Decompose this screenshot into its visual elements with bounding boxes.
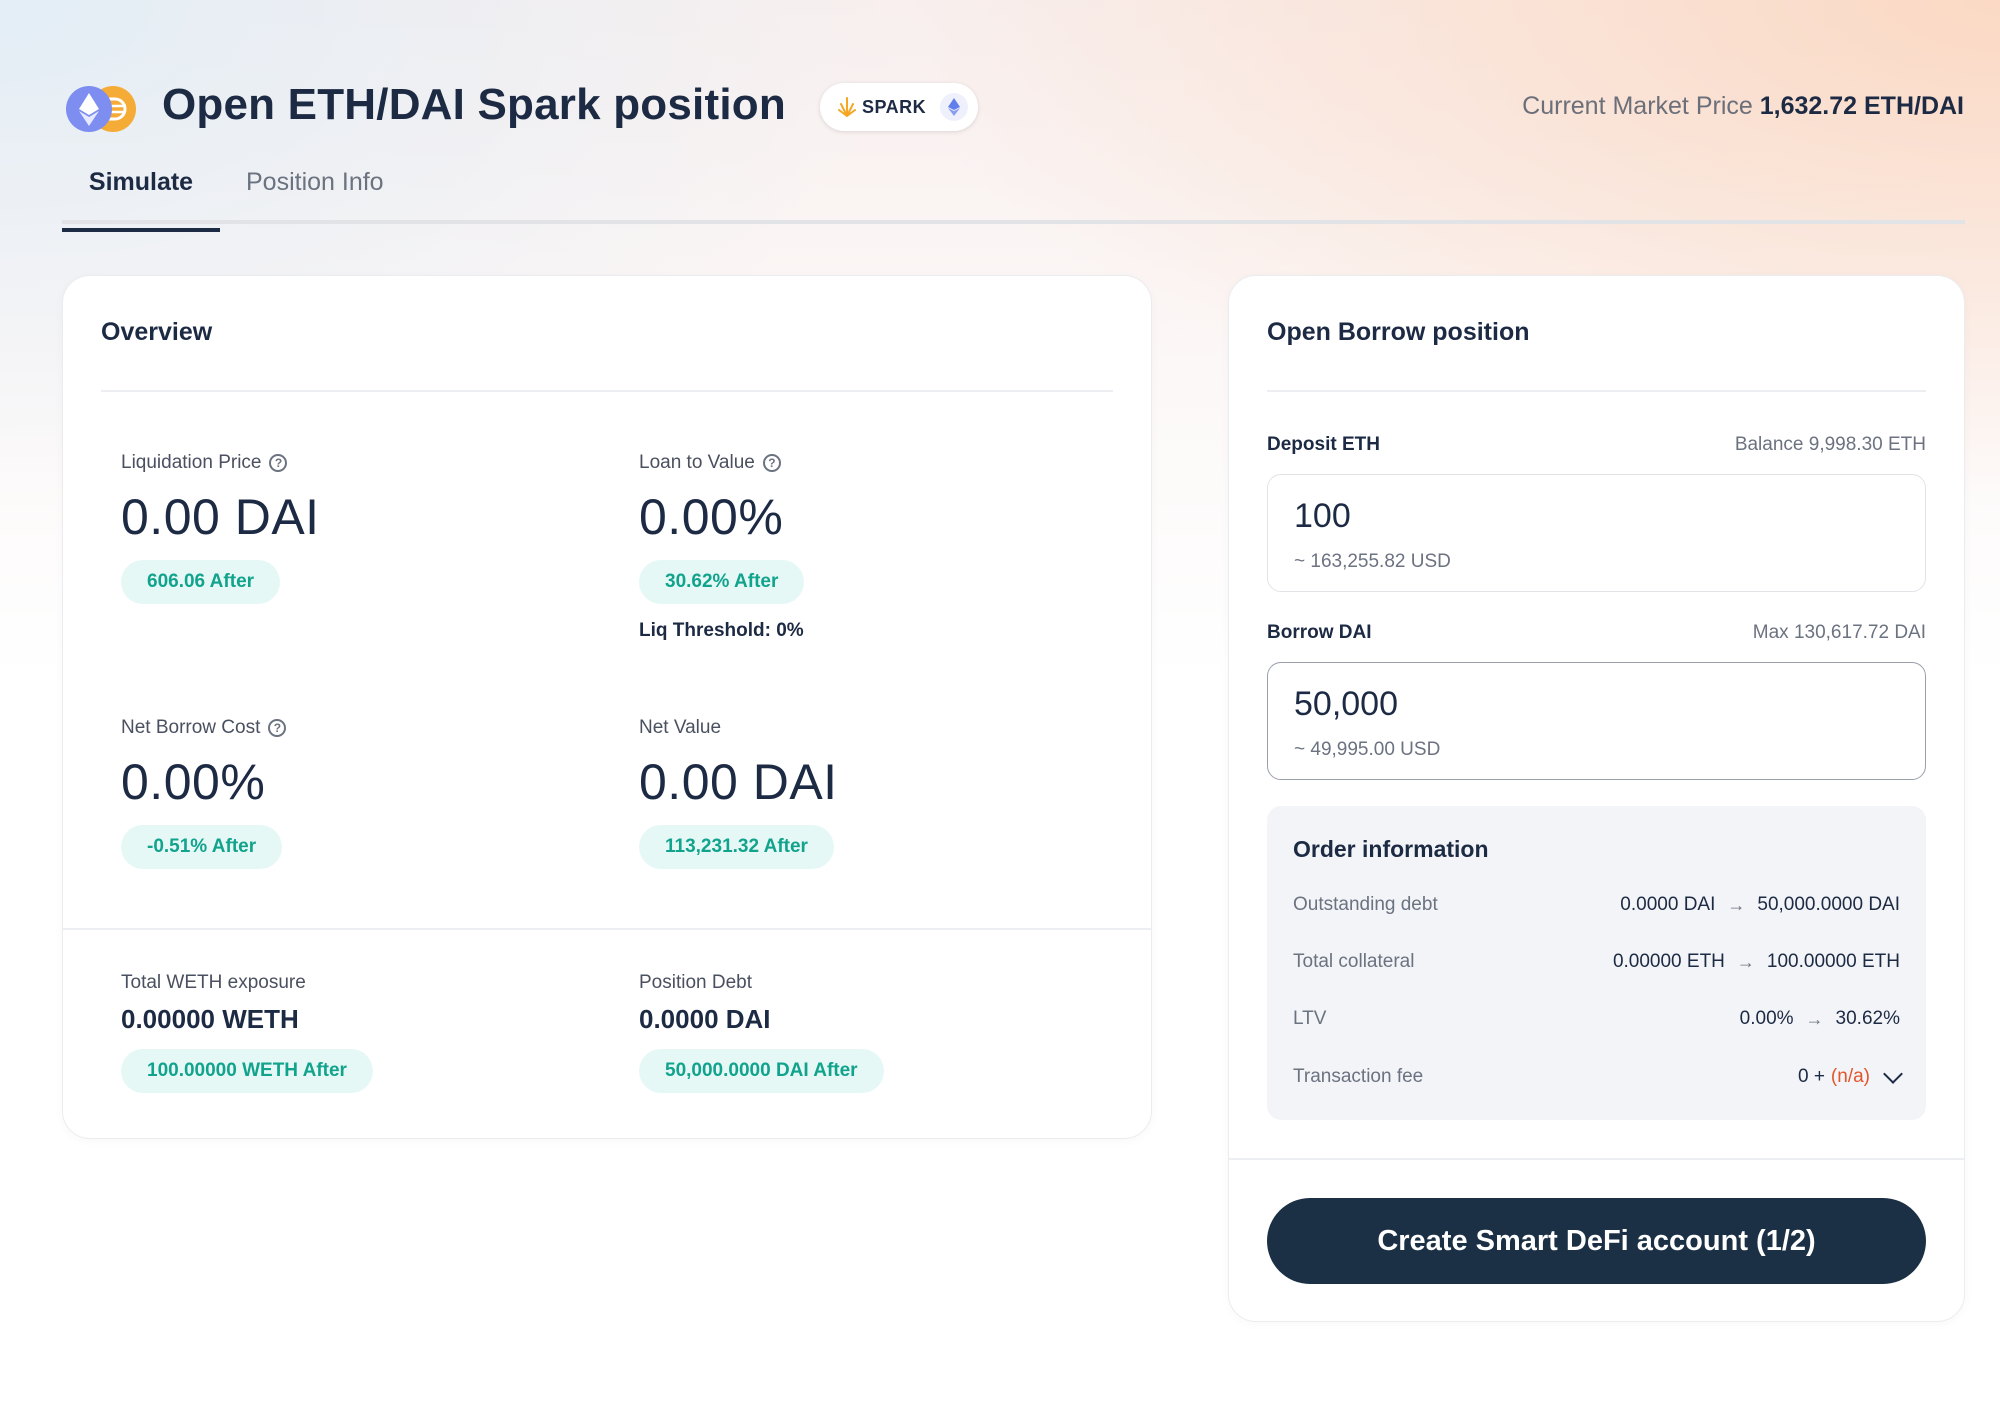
net-value-stat: Net Value 0.00 DAI 113,231.32 After [639, 717, 838, 869]
fee-value: 0 + [1797, 1066, 1825, 1087]
order-row-from: 0.00% [1739, 1008, 1794, 1029]
deposit-amount[interactable]: 100 [1294, 497, 1351, 535]
help-icon[interactable]: ? [762, 454, 781, 472]
market-price-label: Current Market Price [1522, 92, 1753, 120]
open-borrow-card: Open Borrow position Deposit ETH Balance… [1228, 275, 1965, 1322]
order-row-outstanding-debt: Outstanding debt 0.0000 DAI → 50,000.0000 … [1293, 890, 1900, 920]
borrow-usd-value: ~ 49,995.00 USD [1294, 739, 1441, 760]
net-borrow-cost-value: 0.00% [121, 754, 266, 810]
borrow-label: Borrow DAI [1267, 622, 1372, 643]
protocol-name: SPARK [862, 96, 927, 117]
net-borrow-cost-after: -0.51% After [121, 825, 283, 869]
divider [63, 928, 1151, 930]
total-weth-exposure-value: 0.00000 WETH [121, 1004, 299, 1034]
market-price-value: 1,632.72 ETH/DAI [1759, 92, 1964, 120]
liquidation-price-value: 0.00 DAI [121, 489, 320, 545]
arrow-right-icon: → [1727, 894, 1746, 915]
loan-to-value-after: 30.62% After [639, 560, 805, 604]
order-row-from: 0.0000 DAI [1620, 894, 1716, 915]
net-borrow-cost-stat: Net Borrow Cost? 0.00% -0.51% After [121, 717, 287, 869]
position-debt-after: 50,000.0000 DAI After [639, 1049, 884, 1093]
order-row-label: Total collateral [1293, 951, 1415, 972]
net-value-value: 0.00 DAI [639, 754, 838, 810]
network-eth-icon [940, 93, 969, 121]
order-row-label: Transaction fee [1293, 1066, 1424, 1087]
order-row-label: LTV [1293, 1008, 1327, 1029]
page-header: Open ETH/DAI Spark position SPARK Curren… [62, 78, 1964, 150]
deposit-balance[interactable]: Balance 9,998.30 ETH [1734, 434, 1926, 455]
arrow-right-icon: → [1805, 1008, 1824, 1029]
order-row-ltv: LTV 0.00% → 30.62% [1293, 1004, 1900, 1034]
order-row-from: 0.00000 ETH [1612, 951, 1725, 972]
page-title: Open ETH/DAI Spark position [162, 80, 786, 129]
eth-dai-pair-icon [66, 86, 136, 132]
help-icon[interactable]: ? [268, 719, 287, 737]
order-row-transaction-fee[interactable]: Transaction fee 0 + (n/a) [1293, 1062, 1903, 1092]
tab-bar: Simulate Position Info [62, 158, 1965, 232]
chevron-down-icon[interactable] [1883, 1064, 1903, 1084]
loan-to-value-value: 0.00% [639, 489, 784, 545]
liq-threshold: Liq Threshold: 0% [639, 620, 804, 641]
loan-to-value-stat: Loan to Value? 0.00% 30.62% After Liq Th… [639, 452, 805, 642]
market-price: Current Market Price 1,632.72 ETH/DAI [1522, 92, 1964, 121]
order-information-title: Order information [1293, 836, 1489, 862]
net-borrow-cost-label: Net Borrow Cost [121, 717, 261, 738]
create-smart-defi-account-button[interactable]: Create Smart DeFi account (1/2) [1267, 1198, 1926, 1284]
net-value-after: 113,231.32 After [639, 825, 834, 869]
total-weth-exposure-label: Total WETH exposure [121, 972, 306, 993]
borrow-card-title: Open Borrow position [1267, 318, 1530, 346]
spark-icon [838, 97, 856, 117]
liquidation-price-label: Liquidation Price [121, 452, 262, 473]
deposit-usd-value: ~ 163,255.82 USD [1294, 551, 1451, 572]
divider [101, 390, 1113, 392]
divider [1267, 390, 1926, 392]
deposit-field-header: Deposit ETH Balance 9,998.30 ETH [1267, 434, 1926, 456]
protocol-badge: SPARK [820, 83, 978, 131]
overview-card: Overview Liquidation Price? 0.00 DAI 606… [62, 275, 1152, 1139]
liquidation-price-after: 606.06 After [121, 560, 281, 604]
order-row-total-collateral: Total collateral 0.00000 ETH → 100.00000 E… [1293, 947, 1900, 977]
order-row-to: 50,000.0000 DAI [1757, 894, 1900, 915]
borrow-input[interactable]: 50,000 ~ 49,995.00 USD [1267, 662, 1926, 780]
divider [1229, 1158, 1964, 1160]
help-icon[interactable]: ? [269, 454, 288, 472]
order-row-to: 100.00000 ETH [1766, 951, 1900, 972]
total-weth-exposure-stat: Total WETH exposure 0.00000 WETH 100.000… [121, 972, 373, 1093]
borrow-max[interactable]: Max 130,617.72 DAI [1752, 622, 1926, 643]
tab-simulate[interactable]: Simulate [62, 168, 220, 232]
position-debt-value: 0.0000 DAI [639, 1004, 771, 1034]
eth-icon [66, 86, 112, 132]
order-row-to: 30.62% [1835, 1008, 1900, 1029]
deposit-input[interactable]: 100 ~ 163,255.82 USD [1267, 474, 1926, 592]
overview-title: Overview [101, 318, 213, 346]
arrow-right-icon: → [1736, 951, 1755, 972]
order-row-label: Outstanding debt [1293, 894, 1438, 915]
loan-to-value-label: Loan to Value [639, 452, 755, 473]
fee-na: (n/a) [1830, 1066, 1870, 1087]
position-debt-stat: Position Debt 0.0000 DAI 50,000.0000 DAI… [639, 972, 884, 1093]
tab-position-info[interactable]: Position Info [246, 168, 384, 196]
borrow-field-header: Borrow DAI Max 130,617.72 DAI [1267, 622, 1926, 644]
net-value-label: Net Value [639, 717, 722, 738]
total-weth-exposure-after: 100.00000 WETH After [121, 1049, 373, 1093]
liquidation-price-stat: Liquidation Price? 0.00 DAI 606.06 After [121, 452, 320, 604]
borrow-amount[interactable]: 50,000 [1294, 685, 1398, 723]
position-debt-label: Position Debt [639, 972, 753, 993]
deposit-label: Deposit ETH [1267, 434, 1380, 455]
order-information: Order information Outstanding debt 0.000… [1267, 806, 1926, 1120]
